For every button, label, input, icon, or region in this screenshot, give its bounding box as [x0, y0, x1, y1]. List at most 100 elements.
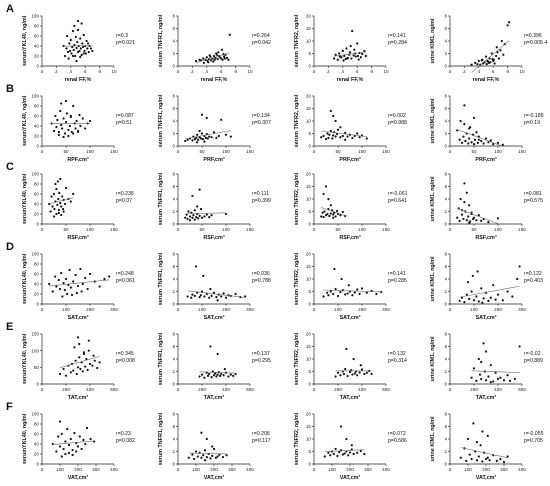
- data-point: [344, 367, 347, 371]
- y-tick-label: 15: [306, 424, 312, 429]
- y-axis-title: serum TNFR1, ng/ml: [158, 172, 164, 225]
- y-tick-label: 40: [34, 202, 40, 207]
- y-axis-title: serum TNFR1, ng/ml: [158, 412, 164, 465]
- y-tick-label: 0: [444, 64, 447, 69]
- y-tick-label: 2: [444, 369, 447, 374]
- y-tick-label: 6: [172, 106, 175, 111]
- data-point: [199, 137, 203, 140]
- data-point: [82, 351, 86, 354]
- x-tick-label: 400: [86, 387, 94, 392]
- x-tick-label: 50: [199, 227, 205, 232]
- y-axis-title: serum TNFR1, ng/ml: [158, 94, 164, 147]
- x-tick-label: 200: [198, 387, 206, 392]
- data-point: [193, 218, 196, 221]
- data-point: [206, 137, 209, 140]
- data-point: [58, 287, 62, 291]
- y-tick-label: 8: [172, 412, 175, 417]
- regression-line: [59, 356, 100, 369]
- data-point: [191, 216, 194, 219]
- data-point: [332, 452, 335, 456]
- x-tick-label: 600: [382, 387, 390, 392]
- data-point: [221, 58, 224, 61]
- data-point: [81, 45, 85, 49]
- data-point: [339, 425, 343, 428]
- data-point: [52, 215, 56, 218]
- data-point: [75, 450, 78, 453]
- data-point: [358, 292, 361, 296]
- data-point: [363, 372, 366, 376]
- y-tick-label: 80: [34, 262, 40, 267]
- x-axis-title: renal FF,%: [337, 77, 364, 83]
- x-tick-label: 200: [470, 387, 478, 392]
- data-point: [84, 52, 88, 55]
- data-point: [213, 58, 216, 61]
- data-point: [484, 55, 488, 58]
- data-point: [326, 132, 329, 135]
- data-point: [197, 217, 200, 220]
- data-point: [484, 379, 488, 382]
- data-point: [84, 365, 87, 368]
- x-tick-label: 0: [313, 227, 316, 232]
- data-point: [58, 191, 61, 195]
- data-point: [203, 140, 206, 143]
- data-point: [480, 361, 483, 364]
- data-point: [334, 119, 337, 123]
- y-tick-label: 0: [444, 462, 447, 467]
- panel-d1: 0 20 40 60 80 100 0 100 200 300 SAT,cm³ serumYKL40,…: [22, 252, 135, 321]
- data-point: [496, 51, 499, 54]
- regression-line: [188, 452, 227, 455]
- data-point: [477, 357, 480, 361]
- data-point: [321, 211, 324, 214]
- y-axis-title: urine KIM1, ng/ml: [430, 336, 436, 381]
- regression-line: [460, 447, 508, 459]
- y-tick-label: 4: [444, 197, 447, 202]
- data-point: [55, 285, 58, 288]
- y-tick-label: 2: [444, 51, 447, 56]
- x-tick-label: 100: [56, 467, 64, 472]
- data-point: [332, 292, 335, 296]
- data-point: [462, 135, 465, 138]
- x-axis-title: SAT,cm³: [340, 315, 361, 321]
- data-point: [492, 143, 495, 146]
- y-tick-label: 2: [172, 449, 175, 454]
- data-point: [516, 277, 519, 281]
- y-tick-label: 10: [306, 39, 312, 44]
- y-tick-label: 2: [172, 51, 175, 56]
- data-point: [193, 457, 196, 461]
- data-point: [79, 367, 82, 371]
- y-tick-label: 100: [31, 348, 39, 353]
- data-point: [82, 33, 85, 37]
- data-point: [68, 49, 72, 53]
- data-point: [208, 216, 211, 219]
- data-point: [341, 49, 344, 53]
- data-point: [64, 99, 68, 103]
- data-point: [487, 141, 490, 144]
- data-point: [341, 453, 344, 456]
- data-point: [341, 289, 344, 292]
- data-point: [200, 113, 204, 116]
- data-point: [208, 372, 211, 376]
- y-tick-label: 6: [444, 184, 447, 189]
- y-tick-label: 15: [306, 184, 312, 189]
- y-tick-label: 15: [306, 264, 312, 269]
- data-point: [478, 373, 482, 376]
- data-point: [70, 52, 73, 55]
- y-tick-label: 50: [34, 365, 40, 370]
- data-point: [359, 449, 362, 453]
- y-tick-label: 4: [444, 119, 447, 124]
- data-point: [347, 454, 350, 457]
- data-point: [59, 201, 62, 205]
- data-point: [364, 54, 367, 58]
- data-point: [487, 221, 490, 224]
- correlation-r: r=0.248: [116, 271, 134, 277]
- data-point: [463, 201, 466, 204]
- p-value: p=0.008: [116, 358, 135, 364]
- data-point: [482, 297, 485, 300]
- data-point: [480, 377, 483, 381]
- data-point: [204, 136, 207, 139]
- data-point: [211, 454, 214, 457]
- data-point: [340, 277, 343, 281]
- data-point: [508, 379, 512, 382]
- y-tick-label: 0: [308, 64, 311, 69]
